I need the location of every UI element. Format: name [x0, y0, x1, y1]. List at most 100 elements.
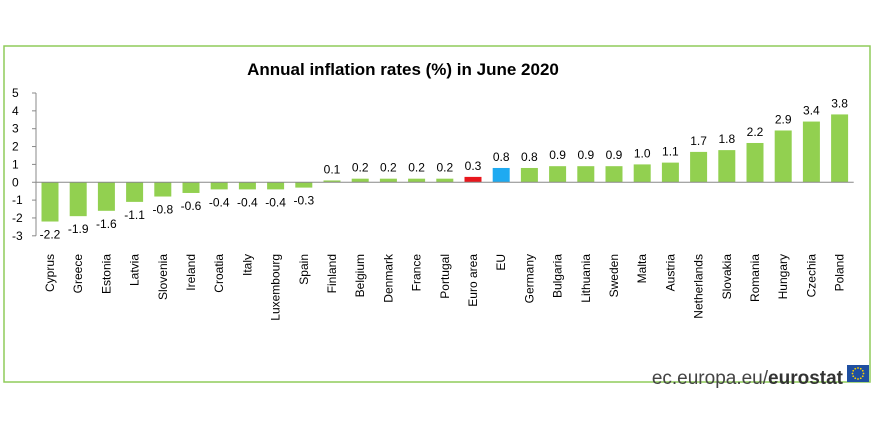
bar-denmark — [379, 178, 397, 183]
y-tick-label: 1 — [12, 157, 19, 171]
category-label: Spain — [297, 254, 311, 285]
category-label: Lithuania — [579, 254, 593, 303]
bar-belgium — [351, 178, 369, 183]
bar-bulgaria — [549, 166, 567, 183]
y-tick-label: -2 — [12, 211, 23, 225]
data-label: -0.6 — [181, 199, 202, 213]
bar-latvia — [126, 182, 144, 202]
data-label: 1.7 — [690, 134, 707, 148]
data-label: 2.9 — [775, 112, 792, 126]
bar-france — [408, 178, 426, 183]
y-tick-label: 0 — [12, 175, 19, 189]
data-label: -0.8 — [152, 203, 173, 217]
bars — [41, 114, 849, 222]
data-label: -1.1 — [124, 208, 145, 222]
chart-title: Annual inflation rates (%) in June 2020 — [247, 60, 559, 79]
data-label: -0.4 — [237, 195, 258, 209]
data-label: -0.4 — [209, 195, 230, 209]
eu-flag-star — [852, 375, 855, 378]
bar-luxembourg — [267, 182, 285, 190]
data-label: -0.4 — [265, 195, 286, 209]
bar-germany — [520, 167, 538, 183]
bar-euro-area — [464, 176, 482, 183]
eu-flag-star — [852, 369, 855, 372]
category-label: Luxembourg — [269, 254, 283, 321]
category-label: EU — [494, 254, 508, 271]
category-label: Netherlands — [692, 254, 706, 319]
data-label: 0.2 — [436, 161, 453, 175]
bar-cyprus — [41, 182, 59, 222]
category-label: Finland — [325, 254, 339, 293]
chart-border — [3, 45, 871, 383]
data-label: 0.3 — [465, 159, 482, 173]
data-label: 0.8 — [521, 150, 538, 164]
data-label: -1.6 — [96, 217, 117, 231]
eu-flag-star — [862, 372, 865, 375]
data-label: 1.1 — [662, 145, 679, 159]
bar-austria — [661, 162, 679, 183]
bar-spain — [295, 182, 313, 188]
bar-slovenia — [154, 182, 172, 197]
data-labels: -2.2 -1.9 -1.6 -1.1 -0.8 -0.6 -0.4 -0.4 -0.4 -0.3… — [40, 96, 849, 241]
category-label: Belgium — [353, 254, 367, 297]
bar-lithuania — [577, 166, 595, 183]
category-label: Denmark — [381, 253, 395, 303]
data-label: 0.2 — [408, 161, 425, 175]
data-label: -1.9 — [68, 222, 89, 236]
category-label: Slovenia — [156, 254, 170, 300]
data-label: 0.9 — [549, 148, 566, 162]
y-tick-label: -1 — [12, 193, 23, 207]
bar-poland — [831, 114, 849, 183]
category-label: Ireland — [184, 254, 198, 291]
eu-flag-star — [857, 378, 859, 380]
bar-portugal — [436, 178, 454, 183]
y-tick-label: 3 — [12, 122, 19, 136]
category-label: Poland — [833, 254, 847, 291]
bar-estonia — [97, 182, 115, 211]
category-label: Estonia — [99, 254, 113, 294]
category-labels: Cyprus Greece Estonia Latvia Slovenia Ireland… — [43, 253, 847, 321]
eu-flag-star — [854, 367, 857, 370]
bar-hungary — [774, 130, 792, 183]
data-label: 3.8 — [831, 96, 848, 110]
bar-finland — [323, 180, 341, 183]
eu-flag-star — [854, 377, 857, 380]
bar-czechia — [802, 121, 820, 183]
y-tick-label: 4 — [12, 104, 19, 118]
category-label: Greece — [71, 254, 85, 294]
bar-croatia — [210, 182, 228, 190]
category-label: Bulgaria — [551, 254, 565, 298]
category-label: Austria — [663, 254, 677, 292]
bar-slovakia — [718, 150, 736, 183]
source-credit: ec.europa.eu/eurostat — [652, 365, 869, 389]
y-tick-label: 2 — [12, 140, 19, 154]
eu-flag-star — [851, 372, 854, 375]
eu-flag-star — [859, 367, 862, 370]
eu-flag-icon — [847, 365, 869, 382]
data-label: 0.1 — [324, 162, 341, 176]
category-label: Cyprus — [43, 254, 57, 292]
bar-romania — [746, 142, 764, 183]
eu-flag-background — [847, 365, 869, 382]
eu-flag-star — [857, 367, 859, 369]
eu-flag-star — [861, 369, 864, 372]
category-label: Czechia — [804, 254, 818, 298]
data-label: 0.9 — [606, 148, 623, 162]
data-label: 0.9 — [577, 148, 594, 162]
data-label: -0.3 — [293, 194, 314, 208]
data-label: 2.2 — [747, 125, 764, 139]
category-label: Sweden — [607, 254, 621, 297]
bar-ireland — [182, 182, 200, 193]
y-tick-label: -3 — [12, 229, 23, 243]
category-label: Malta — [635, 254, 649, 284]
bar-eu — [492, 167, 510, 183]
data-label: 0.2 — [380, 161, 397, 175]
category-label: Portugal — [438, 254, 452, 299]
data-label: -2.2 — [40, 228, 61, 242]
category-label: Slovakia — [720, 254, 734, 300]
eu-flag-star — [861, 375, 864, 378]
category-label: Latvia — [128, 254, 142, 286]
bar-greece — [69, 182, 87, 217]
data-label: 0.8 — [493, 150, 510, 164]
